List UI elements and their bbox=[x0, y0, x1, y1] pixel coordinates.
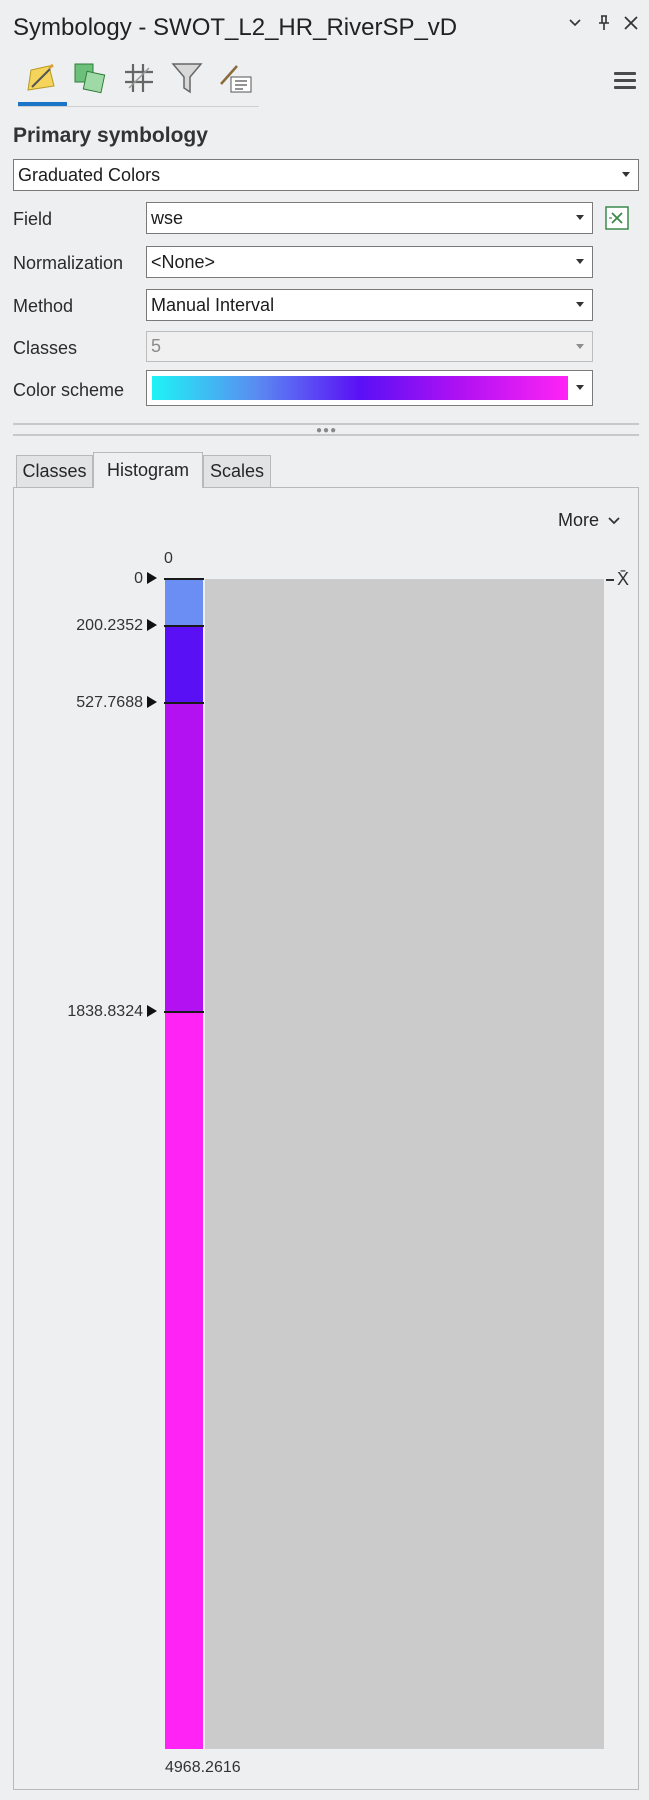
more-label: More bbox=[558, 510, 600, 530]
toolbar-divider bbox=[18, 106, 259, 107]
color-ramp-swatch bbox=[152, 376, 568, 400]
break-handle-icon[interactable] bbox=[147, 696, 157, 709]
active-tool-indicator bbox=[18, 102, 67, 106]
chevron-down-icon bbox=[622, 172, 630, 177]
expression-icon bbox=[605, 206, 629, 230]
vary-symbology-icon[interactable] bbox=[119, 58, 159, 98]
normalization-value: <None> bbox=[151, 251, 216, 272]
color-scheme-label: Color scheme bbox=[13, 380, 125, 400]
field-label: Field bbox=[13, 209, 53, 229]
secondary-symbology-icon[interactable] bbox=[70, 58, 110, 98]
pin-icon[interactable] bbox=[592, 14, 616, 38]
break-line bbox=[164, 702, 204, 705]
break-handle-icon[interactable] bbox=[147, 572, 157, 584]
mean-marker-label: X̄ bbox=[617, 569, 630, 589]
color-scheme-dropdown[interactable] bbox=[146, 370, 593, 406]
break-value-label: 527.7688 bbox=[76, 694, 143, 712]
break-value-label: 200.2352 bbox=[76, 617, 143, 635]
class-segment bbox=[165, 703, 203, 1013]
break-value-label: 0 bbox=[134, 570, 143, 587]
method-label: Method bbox=[13, 296, 74, 316]
renderer-dropdown[interactable]: Graduated Colors bbox=[13, 159, 639, 191]
tab-scales[interactable]: Scales bbox=[203, 455, 271, 487]
renderer-value: Graduated Colors bbox=[18, 164, 161, 185]
label-classes-icon[interactable] bbox=[216, 58, 256, 98]
expression-button[interactable] bbox=[604, 205, 630, 231]
class-segment bbox=[165, 626, 203, 704]
hamburger-menu-icon[interactable] bbox=[614, 72, 636, 90]
tab-classes[interactable]: Classes bbox=[16, 455, 93, 487]
normalization-dropdown[interactable]: <None> bbox=[146, 246, 593, 278]
chevron-down-icon bbox=[576, 302, 584, 307]
break-line bbox=[164, 578, 204, 580]
max-value-label: 4968.2616 bbox=[165, 1759, 241, 1776]
chevron-down-icon bbox=[576, 259, 584, 264]
classes-value: 5 bbox=[151, 336, 162, 356]
method-dropdown[interactable]: Manual Interval bbox=[146, 289, 593, 321]
splitter-grip[interactable]: ●●● bbox=[316, 425, 338, 436]
normalization-label: Normalization bbox=[13, 253, 124, 273]
method-value: Manual Interval bbox=[151, 294, 275, 315]
field-dropdown[interactable]: wse bbox=[146, 202, 593, 234]
top-count-label: 0 bbox=[164, 550, 173, 567]
break-handle-icon[interactable] bbox=[147, 619, 157, 632]
chevron-down-icon[interactable] bbox=[563, 14, 587, 37]
tab-histogram[interactable]: Histogram bbox=[93, 452, 203, 488]
classes-label: Classes bbox=[13, 338, 78, 358]
splitter-line bbox=[13, 434, 639, 436]
primary-symbology-icon[interactable] bbox=[21, 58, 61, 98]
class-segment bbox=[165, 579, 203, 627]
more-menu-button[interactable]: More bbox=[558, 510, 621, 531]
mean-marker: X̄ bbox=[606, 569, 629, 590]
chevron-down-icon bbox=[576, 343, 584, 349]
break-value-label: 1838.8324 bbox=[67, 1003, 143, 1021]
primary-symbology-heading: Primary symbology bbox=[13, 124, 208, 147]
chevron-down-icon bbox=[608, 516, 620, 524]
class-segment bbox=[165, 1012, 203, 1749]
field-value: wse bbox=[151, 207, 184, 228]
chevron-down-icon bbox=[576, 385, 584, 390]
classes-dropdown[interactable]: 5 bbox=[146, 331, 593, 362]
break-handle-icon[interactable] bbox=[147, 1005, 157, 1018]
histogram-plot-area bbox=[205, 579, 604, 1749]
splitter-line bbox=[13, 423, 639, 425]
chevron-down-icon bbox=[576, 215, 584, 220]
close-icon[interactable] bbox=[619, 14, 643, 37]
filter-icon[interactable] bbox=[167, 58, 207, 98]
break-line bbox=[164, 625, 204, 628]
break-line bbox=[164, 1011, 204, 1014]
window-title: Symbology - SWOT_L2_HR_RiverSP_vD bbox=[13, 14, 458, 41]
